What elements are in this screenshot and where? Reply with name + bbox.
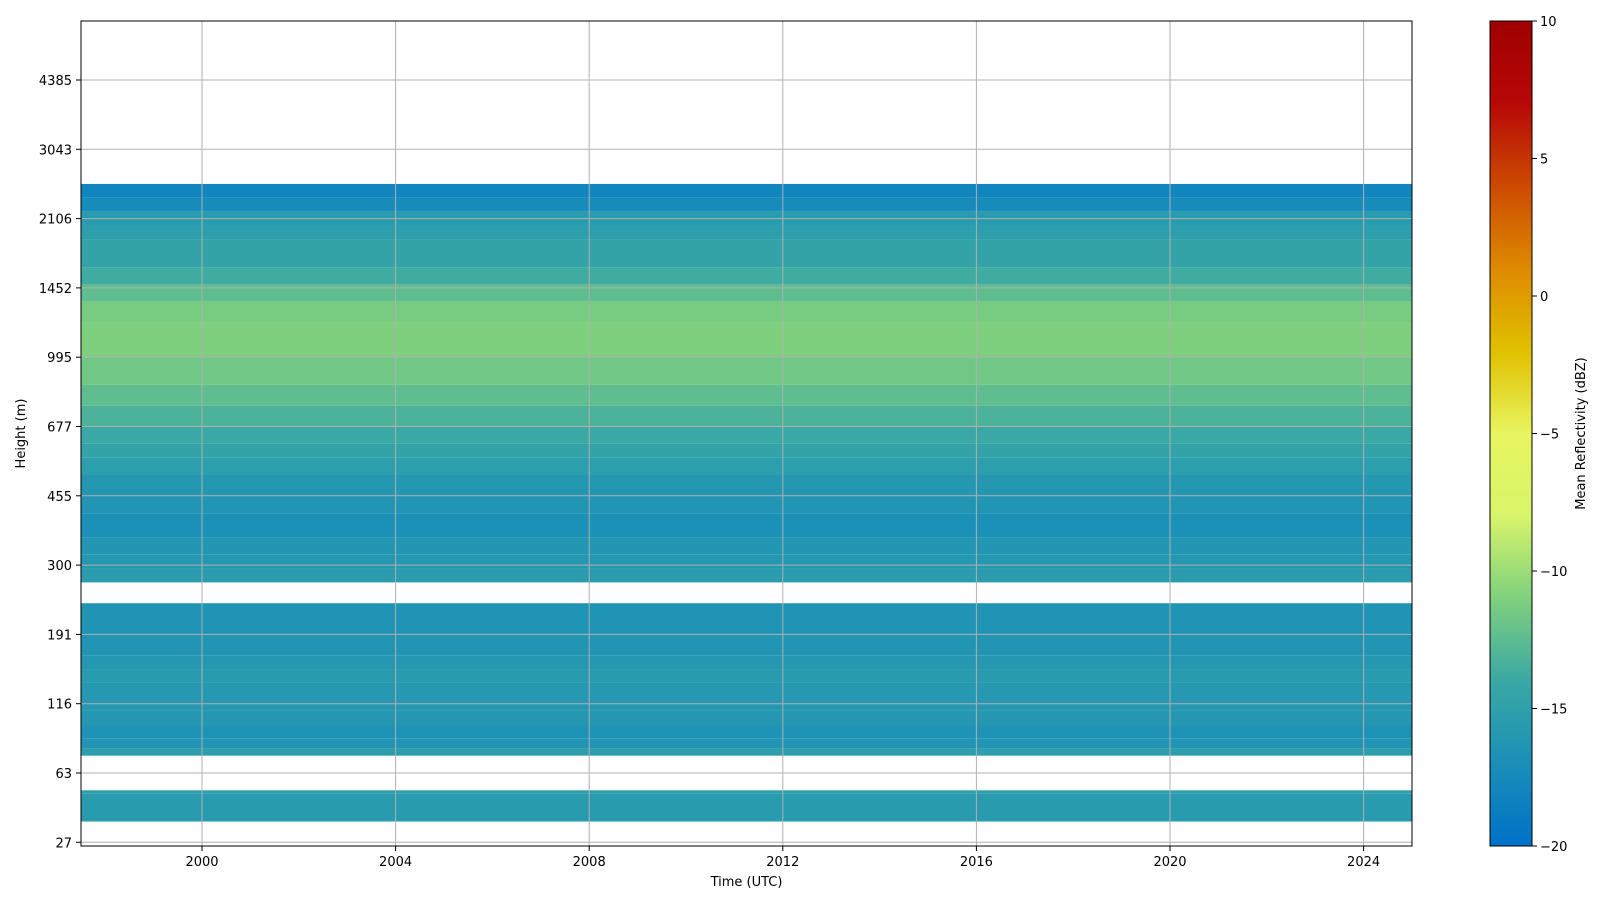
heatmap-layer [81, 267, 1412, 285]
x-tick-label: 2024 [1347, 855, 1380, 870]
heatmap-layer [81, 357, 1412, 385]
heatmap-layer [81, 426, 1412, 444]
x-tick-label: 2016 [960, 855, 993, 870]
y-tick-label: 63 [55, 767, 72, 782]
colorbar-tick-label: −5 [1540, 428, 1559, 443]
heatmap-layer [81, 710, 1412, 725]
heatmap-layer [81, 457, 1412, 476]
colorbar-tick-label: −20 [1540, 840, 1567, 855]
heatmap-layer [81, 301, 1412, 323]
grid-lines [81, 21, 1412, 846]
colorbar-tick-label: −15 [1540, 703, 1567, 718]
colorbar-tick-label: 10 [1540, 15, 1557, 30]
heatmap-layer [81, 793, 1412, 822]
colorbar-tick-label: −10 [1540, 565, 1567, 580]
y-tick-label: 995 [47, 351, 72, 366]
plot-frame [80, 20, 1413, 847]
y-axis-title: Height (m) [14, 399, 29, 469]
colorbar-ticks: −20 −15 −10 −5 0 5 10 [1532, 15, 1567, 855]
heatmap-layer [81, 634, 1412, 656]
heatmap-layer [81, 724, 1412, 739]
heatmap-layer [81, 322, 1412, 358]
heatmap-layer [81, 682, 1412, 711]
heatmap-layer [81, 225, 1412, 240]
colorbar-tick-label: 0 [1540, 290, 1548, 305]
y-tick-label: 455 [47, 490, 72, 505]
heatmap-layer [81, 513, 1412, 538]
colorbar-title: Mean Reflectivity (dBZ) [1574, 357, 1589, 510]
heatmap-layer [81, 669, 1412, 683]
heatmap-layer [81, 384, 1412, 406]
heatmap-layer [81, 790, 1412, 794]
heatmap-layer [81, 239, 1412, 268]
y-tick-label: 1452 [39, 282, 72, 297]
heatmap-layer [81, 655, 1412, 670]
y-tick-label: 116 [47, 698, 72, 713]
heatmap-layer [81, 748, 1412, 756]
x-tick-label: 2012 [766, 855, 799, 870]
heatmap-layer [81, 568, 1412, 583]
heatmap-layer [81, 603, 1412, 635]
y-axis-ticks: 27 63 116 191 300 455 677 995 1452 2106 3043 4385 [39, 74, 81, 851]
heatmap-layer [81, 475, 1412, 496]
heatmap-layer [81, 197, 1412, 212]
y-tick-label: 27 [55, 836, 72, 851]
x-tick-label: 2004 [379, 855, 412, 870]
x-tick-label: 2020 [1153, 855, 1186, 870]
heatmap-layer [81, 738, 1412, 749]
plot-area [81, 183, 1412, 822]
y-tick-label: 3043 [39, 143, 72, 158]
heatmap-layer [81, 183, 1412, 198]
heatmap-layer [81, 284, 1412, 302]
heatmap-layer [81, 443, 1412, 458]
heatmap-layer [81, 495, 1412, 514]
heatmap-layer [81, 537, 1412, 555]
y-tick-label: 2106 [39, 213, 72, 228]
x-tick-label: 2000 [185, 855, 218, 870]
y-tick-label: 300 [47, 559, 72, 574]
y-tick-label: 4385 [39, 74, 72, 89]
colorbar [1489, 20, 1533, 847]
x-axis-title: Time (UTC) [710, 875, 783, 890]
y-tick-label: 191 [47, 628, 72, 643]
x-axis-ticks: 2000 2004 2008 2012 2016 2020 2024 [185, 846, 1380, 870]
colorbar-tick-label: 5 [1540, 153, 1548, 168]
x-tick-label: 2008 [573, 855, 606, 870]
heatmap-layer [81, 405, 1412, 427]
y-tick-label: 677 [47, 421, 72, 436]
heatmap-layer [81, 554, 1412, 569]
